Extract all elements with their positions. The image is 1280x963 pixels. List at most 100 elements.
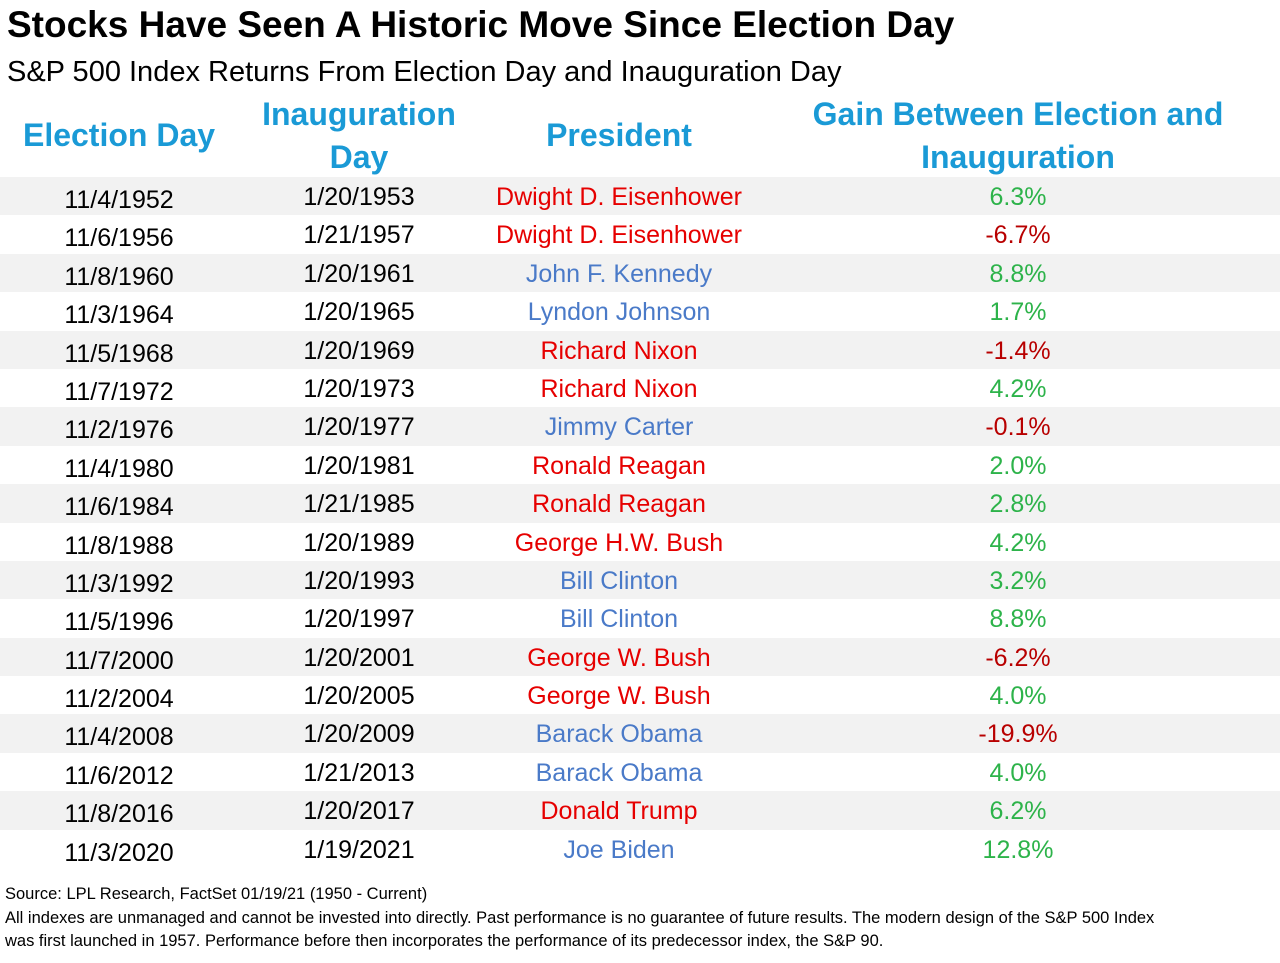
election-date-cell: 11/3/1992 <box>64 569 174 598</box>
header-gain: Gain Between Election and Inauguration <box>758 93 1278 179</box>
election-date-cell: 11/3/1964 <box>64 301 174 330</box>
inauguration-date-cell: 1/20/1997 <box>303 605 415 634</box>
election-date-cell: 11/7/1972 <box>64 377 174 406</box>
header-inauguration-day: Inauguration Day <box>238 93 480 179</box>
gain-cell: 4.0% <box>989 682 1047 711</box>
header-president: President <box>480 114 758 157</box>
returns-table-body: 11/4/1952 1/20/1953 Dwight D. Eisenhower 6.… <box>0 177 1280 868</box>
president-cell: Barack Obama <box>535 720 703 749</box>
election-date-cell: 11/5/1996 <box>64 608 174 637</box>
source-note: Source: LPL Research, FactSet 01/19/21 (… <box>5 885 428 903</box>
election-date-cell: 11/6/2012 <box>64 761 174 790</box>
header-president-label: President <box>546 117 692 153</box>
inauguration-date-cell: 1/20/2017 <box>303 797 415 826</box>
gain-cell: -1.4% <box>985 336 1051 365</box>
president-cell: Richard Nixon <box>540 374 698 403</box>
table-row: 11/8/2016 1/20/2017 Donald Trump 6.2% <box>0 791 1280 830</box>
table-row: 11/7/2000 1/20/2001 George W. Bush -6.2% <box>0 637 1280 677</box>
table-row: 11/3/1964 1/20/1965 Lyndon Johnson 1.7% <box>0 292 1280 330</box>
table-row: 11/7/1972 1/20/1973 Richard Nixon 4.2% <box>0 369 1280 407</box>
election-date-cell: 11/3/2020 <box>64 838 174 867</box>
gain-cell: 8.8% <box>989 259 1047 288</box>
header-inauguration-line2: Day <box>329 139 389 175</box>
header-election-day: Election Day <box>0 114 238 157</box>
president-cell: Donald Trump <box>540 797 698 826</box>
election-date-cell: 11/8/1960 <box>64 262 174 291</box>
table-row: 11/4/2008 1/20/2009 Barack Obama -19.9% <box>0 714 1280 753</box>
inauguration-date-cell: 1/20/2009 <box>303 720 415 749</box>
gain-cell: 1.7% <box>989 298 1047 327</box>
president-cell: John F. Kennedy <box>525 259 713 288</box>
election-date-cell: 11/5/1968 <box>64 339 174 368</box>
chart-title: Stocks Have Seen A Historic Move Since E… <box>7 4 955 45</box>
president-cell: Ronald Reagan <box>532 451 706 480</box>
election-date-cell: 11/4/1952 <box>64 186 174 214</box>
election-date-cell: 11/4/2008 <box>64 723 174 752</box>
president-cell: George H.W. Bush <box>514 528 724 557</box>
inauguration-date-cell: 1/20/1969 <box>303 336 415 365</box>
president-cell: George W. Bush <box>527 682 711 711</box>
gain-cell: 12.8% <box>982 835 1054 864</box>
election-date-cell: 11/4/1980 <box>64 454 174 483</box>
gain-cell: 3.2% <box>989 566 1047 595</box>
table-row: 11/6/1984 1/21/1985 Ronald Reagan 2.8% <box>0 484 1280 523</box>
table-row: 11/3/2020 1/19/2021 Joe Biden 12.8% <box>0 830 1280 868</box>
disclaimer-line-2: was first launched in 1957. Performance … <box>5 932 884 950</box>
gain-cell: 2.0% <box>989 451 1047 480</box>
inauguration-date-cell: 1/20/2005 <box>303 682 415 711</box>
header-election-day-label: Election Day <box>22 117 216 153</box>
president-cell: George W. Bush <box>527 643 711 672</box>
gain-cell: 6.3% <box>989 183 1047 211</box>
inauguration-date-cell: 1/20/1973 <box>303 374 415 403</box>
president-cell: Dwight D. Eisenhower <box>496 183 742 211</box>
gain-cell: 6.2% <box>989 797 1047 826</box>
inauguration-date-cell: 1/21/1985 <box>303 490 415 519</box>
table-row: 11/4/1952 1/20/1953 Dwight D. Eisenhower 6.… <box>0 177 1280 216</box>
gain-cell: 4.0% <box>989 758 1047 787</box>
table-row: 11/2/2004 1/20/2005 George W. Bush 4.0% <box>0 676 1280 714</box>
table-row: 11/6/1956 1/21/1957 Dwight D. Eisenhower -6… <box>0 215 1280 253</box>
president-cell: Richard Nixon <box>540 336 698 365</box>
election-date-cell: 11/8/1988 <box>64 531 174 560</box>
gain-cell: -0.1% <box>985 413 1051 442</box>
disclaimer-line-1: All indexes are unmanaged and cannot be … <box>5 909 1155 927</box>
header-inauguration-line1: Inauguration <box>262 96 456 132</box>
chart-subtitle: S&P 500 Index Returns From Election Day … <box>7 56 842 88</box>
table-row: 11/5/1996 1/20/1997 Bill Clinton 8.8% <box>0 599 1280 637</box>
gain-cell: -6.7% <box>985 221 1051 250</box>
president-cell: Barack Obama <box>535 758 703 787</box>
inauguration-date-cell: 1/20/1961 <box>303 259 415 288</box>
inauguration-date-cell: 1/20/1981 <box>303 451 415 480</box>
table-row: 11/6/2012 1/21/2013 Barack Obama 4.0% <box>0 753 1280 791</box>
president-cell: Ronald Reagan <box>532 490 706 519</box>
gain-cell: -6.2% <box>985 643 1051 672</box>
inauguration-date-cell: 1/20/1993 <box>303 566 415 595</box>
inauguration-date-cell: 1/20/2001 <box>303 643 415 672</box>
gain-cell: 2.8% <box>989 490 1047 519</box>
table-row: 11/8/1960 1/20/1961 John F. Kennedy 8.8% <box>0 253 1280 293</box>
table-row: 11/3/1992 1/20/1993 Bill Clinton 3.2% <box>0 560 1280 600</box>
header-gain-line2: Inauguration <box>921 139 1115 175</box>
election-date-cell: 11/7/2000 <box>64 646 174 675</box>
gain-cell: 4.2% <box>989 528 1047 557</box>
inauguration-date-cell: 1/21/1957 <box>303 221 415 250</box>
election-date-cell: 11/6/1984 <box>64 493 174 522</box>
inauguration-date-cell: 1/19/2021 <box>303 835 415 864</box>
president-cell: Lyndon Johnson <box>527 298 711 327</box>
table-row: 11/8/1988 1/20/1989 George H.W. Bush 4.2% <box>0 523 1280 561</box>
election-date-cell: 11/8/2016 <box>64 800 174 829</box>
president-cell: Bill Clinton <box>559 566 679 595</box>
inauguration-date-cell: 1/20/1977 <box>303 413 415 442</box>
election-date-cell: 11/2/2004 <box>64 685 174 714</box>
table-row: 11/2/1976 1/20/1977 Jimmy Carter -0.1% <box>0 407 1280 446</box>
president-cell: Jimmy Carter <box>544 413 694 442</box>
election-date-cell: 11/2/1976 <box>64 416 174 445</box>
president-cell: Bill Clinton <box>559 605 679 634</box>
inauguration-date-cell: 1/21/2013 <box>303 758 415 787</box>
gain-cell: -19.9% <box>978 720 1058 749</box>
inauguration-date-cell: 1/20/1953 <box>303 183 415 211</box>
header-gain-line1: Gain Between Election and <box>812 96 1224 132</box>
table-row: 11/5/1968 1/20/1969 Richard Nixon -1.4% <box>0 330 1280 369</box>
table-row: 11/4/1980 1/20/1981 Ronald Reagan 2.0% <box>0 446 1280 484</box>
president-cell: Joe Biden <box>563 835 675 864</box>
